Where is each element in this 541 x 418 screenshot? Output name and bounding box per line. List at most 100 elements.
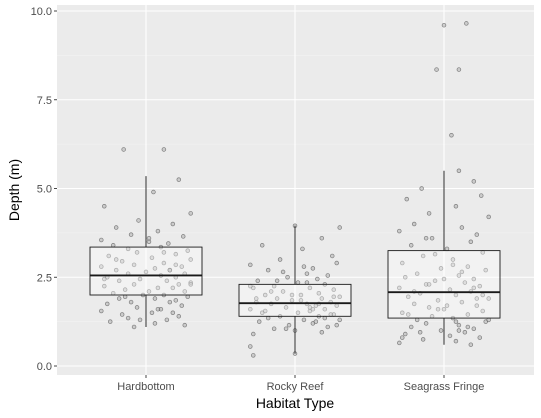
data-point bbox=[280, 289, 286, 294]
data-point bbox=[176, 177, 182, 182]
data-point bbox=[286, 322, 292, 328]
data-point bbox=[105, 301, 110, 307]
data-point bbox=[116, 296, 122, 301]
data-point bbox=[188, 257, 193, 262]
data-point bbox=[420, 337, 426, 342]
data-point bbox=[107, 319, 113, 324]
data-point bbox=[102, 276, 107, 282]
data-point bbox=[468, 239, 474, 245]
jitter-points bbox=[99, 21, 491, 358]
data-point bbox=[449, 133, 454, 138]
box-seagrass-fringe bbox=[387, 170, 501, 345]
y-tick-label: 10.0 bbox=[31, 6, 52, 18]
data-point bbox=[173, 251, 179, 257]
data-point bbox=[301, 317, 307, 323]
data-point bbox=[459, 225, 465, 230]
data-point bbox=[456, 273, 462, 278]
boxes bbox=[89, 170, 501, 354]
y-tick-label: 0.0 bbox=[37, 361, 52, 373]
data-point bbox=[334, 260, 339, 266]
data-point bbox=[408, 243, 414, 248]
data-point bbox=[426, 211, 432, 216]
data-point bbox=[106, 253, 111, 259]
data-point bbox=[331, 294, 336, 300]
data-point bbox=[411, 221, 417, 227]
data-point bbox=[181, 234, 186, 239]
data-point bbox=[474, 303, 480, 308]
data-point bbox=[465, 324, 471, 330]
data-point bbox=[450, 262, 456, 268]
box-iqr bbox=[387, 250, 501, 319]
data-point bbox=[426, 305, 432, 310]
data-point bbox=[453, 204, 459, 209]
data-point bbox=[185, 248, 190, 253]
data-point bbox=[471, 326, 477, 331]
data-point bbox=[283, 305, 289, 310]
data-point bbox=[447, 333, 453, 339]
data-point bbox=[255, 278, 261, 284]
data-point bbox=[462, 330, 468, 335]
data-point bbox=[248, 344, 253, 349]
data-point bbox=[128, 299, 134, 305]
data-point bbox=[99, 237, 104, 243]
data-point bbox=[310, 306, 316, 312]
data-point bbox=[131, 262, 137, 268]
data-point bbox=[128, 232, 134, 237]
data-point bbox=[155, 306, 161, 312]
data-point bbox=[474, 232, 480, 237]
data-point bbox=[161, 260, 167, 266]
y-tick-label: 7.5 bbox=[37, 95, 52, 107]
box-rocky-reef bbox=[238, 225, 352, 354]
data-point bbox=[397, 228, 402, 234]
data-point bbox=[419, 186, 424, 191]
data-point bbox=[319, 235, 325, 241]
data-point bbox=[119, 259, 125, 264]
data-point bbox=[459, 299, 465, 305]
data-point bbox=[271, 326, 277, 331]
data-point bbox=[137, 317, 143, 323]
box-iqr bbox=[238, 283, 352, 317]
data-point bbox=[423, 235, 429, 241]
data-point bbox=[301, 264, 307, 269]
box-iqr bbox=[89, 246, 203, 296]
data-point bbox=[464, 21, 469, 26]
data-point bbox=[474, 296, 480, 301]
data-point bbox=[434, 67, 439, 72]
data-point bbox=[179, 303, 185, 308]
data-point bbox=[319, 330, 325, 335]
data-point bbox=[420, 253, 426, 259]
data-point bbox=[188, 211, 193, 216]
y-tick-label: 2.5 bbox=[37, 272, 52, 284]
data-point bbox=[331, 287, 336, 292]
data-point bbox=[438, 266, 444, 271]
data-point bbox=[456, 328, 462, 333]
data-point bbox=[99, 264, 104, 269]
x-tick-label: Hardbottom bbox=[117, 381, 174, 393]
data-point bbox=[483, 267, 488, 273]
data-point bbox=[280, 269, 286, 275]
data-point bbox=[170, 310, 176, 316]
data-point bbox=[113, 257, 119, 262]
data-point bbox=[173, 262, 179, 268]
data-point bbox=[459, 269, 465, 275]
data-point bbox=[113, 225, 119, 230]
data-point bbox=[137, 276, 143, 282]
data-point bbox=[170, 285, 176, 291]
data-point bbox=[330, 253, 335, 259]
data-point bbox=[170, 221, 176, 227]
data-point bbox=[441, 306, 447, 312]
data-point bbox=[248, 262, 253, 268]
data-point bbox=[432, 251, 438, 257]
data-point bbox=[456, 168, 462, 174]
data-point bbox=[125, 315, 131, 321]
data-point bbox=[262, 292, 268, 298]
data-point bbox=[397, 340, 402, 346]
data-point bbox=[322, 306, 328, 312]
data-point bbox=[113, 267, 119, 273]
data-point bbox=[277, 257, 283, 262]
data-point bbox=[444, 303, 450, 308]
data-point bbox=[310, 266, 316, 271]
data-point bbox=[134, 250, 140, 255]
data-point bbox=[438, 328, 444, 333]
